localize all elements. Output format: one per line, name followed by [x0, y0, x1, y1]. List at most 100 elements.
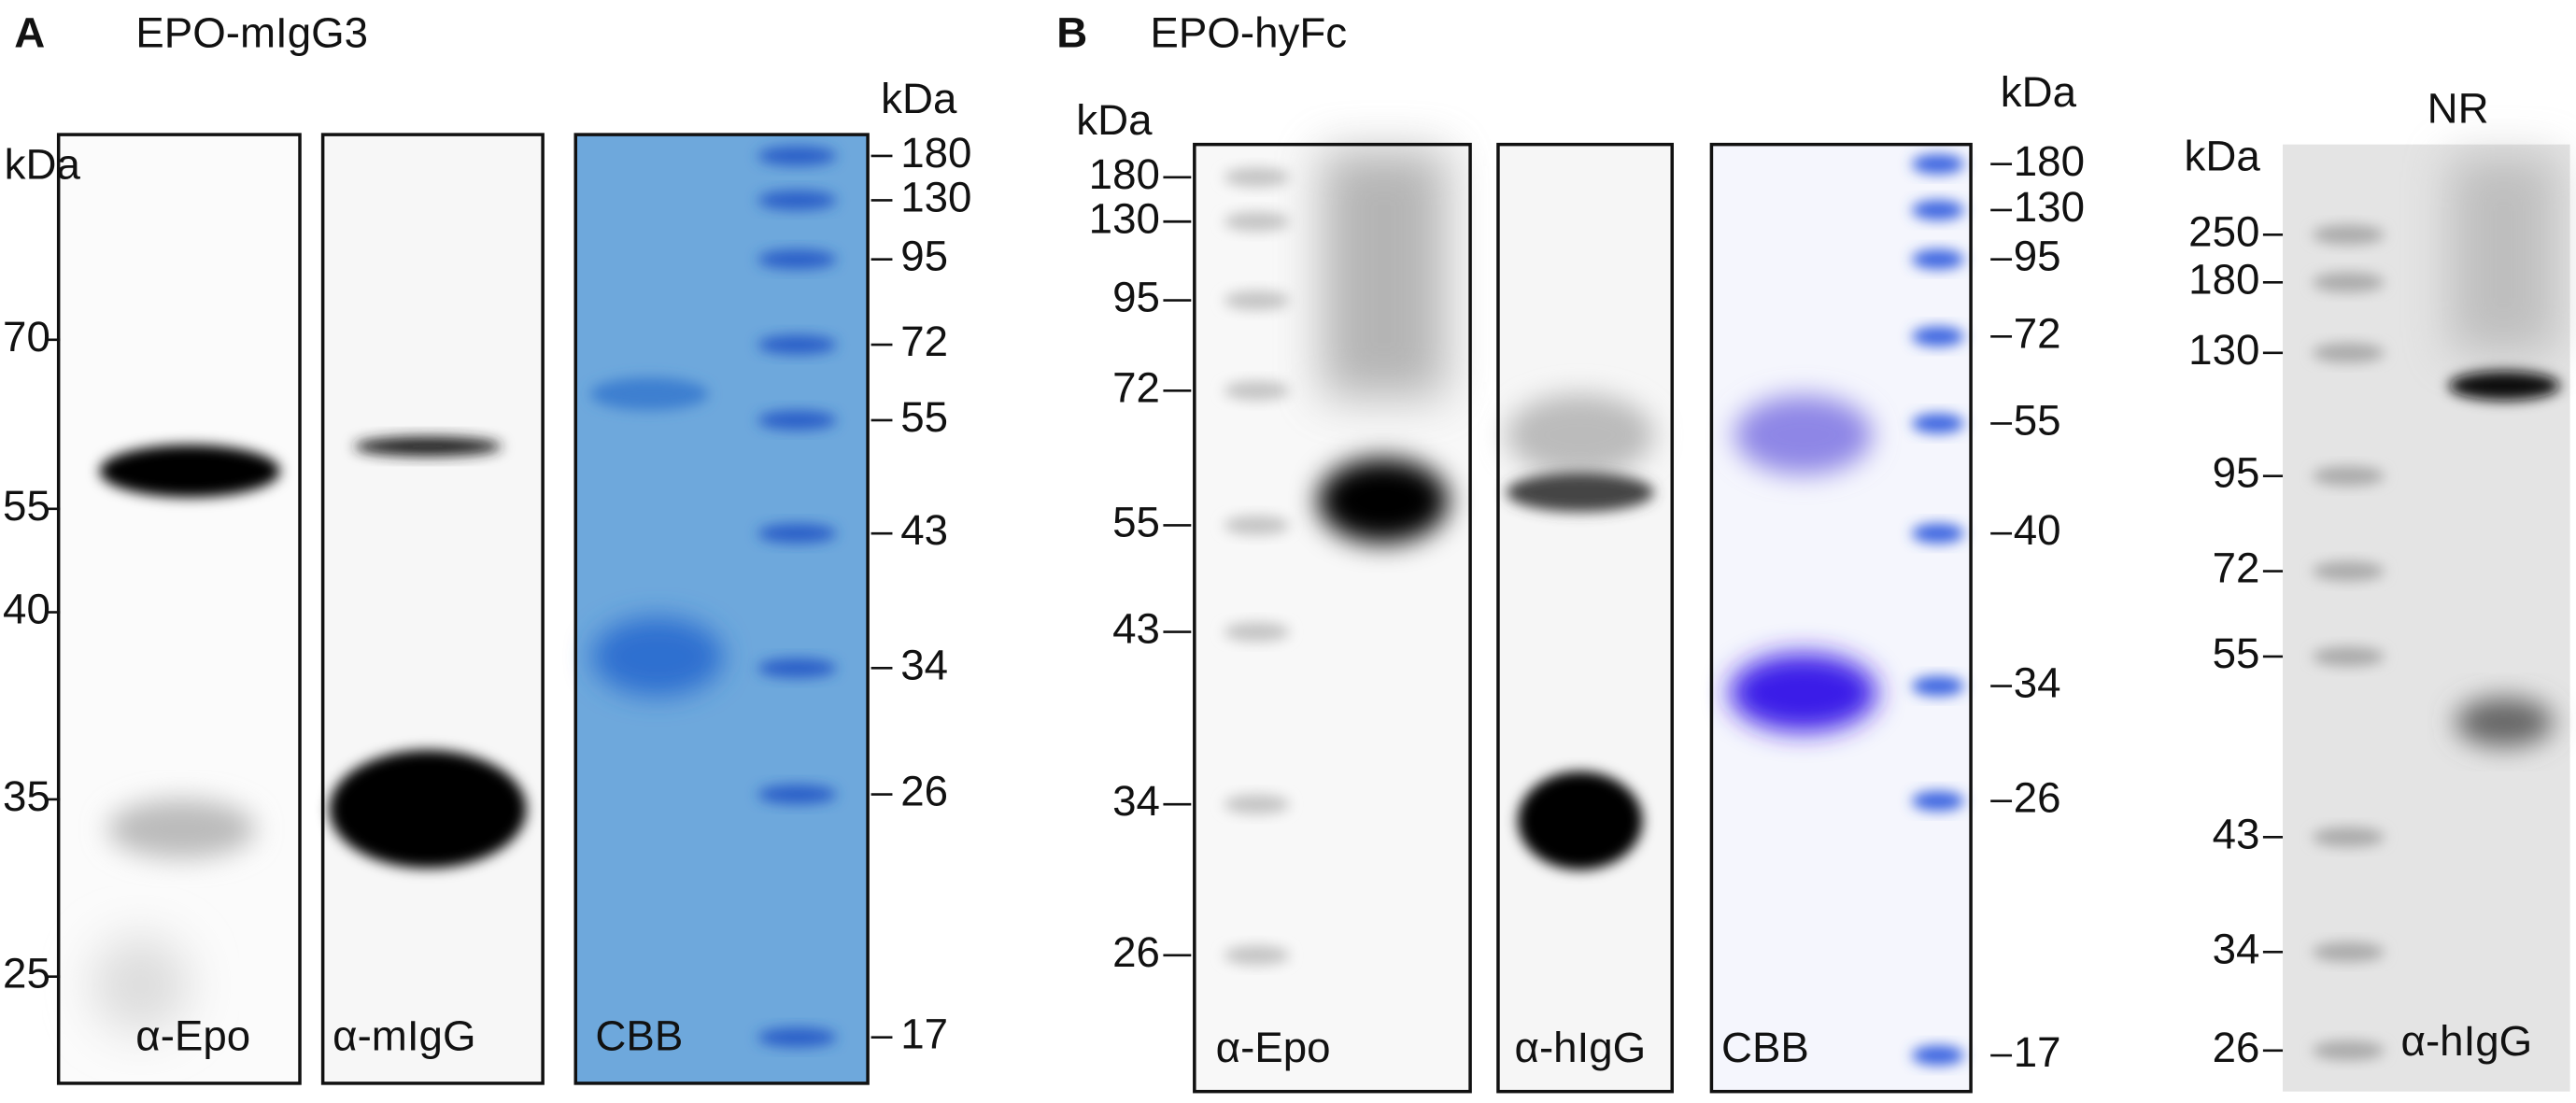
- band: [107, 799, 256, 859]
- ladder-band: [2312, 561, 2385, 582]
- smear: [1506, 393, 1654, 476]
- ladder-band: [1224, 945, 1290, 966]
- blot: [322, 134, 544, 1083]
- marker-label: 34: [2014, 659, 2061, 707]
- marker-label: 72: [1112, 363, 1160, 411]
- band: [591, 616, 724, 697]
- marker-label: 130: [1089, 194, 1160, 242]
- marker-label: 130: [2014, 183, 2085, 231]
- ladder-band: [2312, 224, 2385, 245]
- band: [354, 436, 502, 457]
- marker-label: 180: [900, 129, 971, 177]
- lane-label: CBB: [595, 1012, 683, 1060]
- labels: A EPO-mIgG3kDa7055403525kDa18013095725543…: [3, 9, 2532, 1076]
- ladder-band: [2312, 1040, 2385, 1061]
- band: [1729, 653, 1877, 732]
- ladder-band: [1224, 290, 1290, 311]
- ladder-band: [757, 523, 837, 544]
- ladder-band: [1911, 413, 1965, 433]
- band: [99, 445, 280, 498]
- ladder-band: [2312, 827, 2385, 847]
- ladder-band: [1911, 154, 1965, 175]
- marker-label: 40: [3, 586, 50, 633]
- marker-label: 72: [2213, 544, 2260, 592]
- ladder-band: [757, 658, 837, 678]
- blot: [58, 134, 301, 1083]
- ladder-band: [1911, 326, 1965, 346]
- marker-label: 180: [1089, 150, 1160, 198]
- band: [1506, 473, 1654, 513]
- lane-label: α-hIgG: [2401, 1017, 2533, 1065]
- ladder-band: [2312, 272, 2385, 292]
- ladder-band: [1224, 515, 1290, 535]
- ladder-band: [757, 410, 837, 431]
- lane-label: CBB: [1721, 1024, 1809, 1071]
- ladder-band: [1911, 791, 1965, 812]
- marker-label: 34: [1112, 777, 1160, 825]
- smear: [1322, 150, 1446, 398]
- band: [590, 377, 709, 411]
- blot: [1497, 144, 1673, 1092]
- blot: [1711, 144, 1972, 1092]
- marker-label: 26: [2014, 774, 2061, 822]
- ladder: [1224, 167, 1290, 966]
- blot: [575, 134, 869, 1083]
- ladder-band: [2312, 646, 2385, 667]
- blot-frame: [1496, 142, 1674, 1094]
- marker-label: 34: [2213, 925, 2260, 972]
- blot-frame: [320, 133, 545, 1085]
- marker-label: 70: [3, 313, 50, 361]
- band: [329, 750, 527, 869]
- marker-label: 35: [3, 772, 50, 820]
- ladder-band: [1911, 200, 1965, 220]
- marker-label: 95: [2014, 233, 2061, 280]
- marker-label: 26: [1112, 928, 1160, 976]
- marker-label: 95: [1112, 274, 1160, 321]
- blot-frame: [1709, 142, 1973, 1094]
- marker-label: 43: [1112, 605, 1160, 653]
- ladder-band: [1224, 622, 1290, 643]
- marker-label: 72: [2014, 309, 2061, 357]
- ladder-band: [1911, 1045, 1965, 1066]
- unit-label: kDa: [881, 75, 957, 122]
- marker-label: 95: [900, 233, 948, 280]
- ladder: [2312, 224, 2385, 1061]
- ladder-band: [757, 1027, 837, 1048]
- ladder-band: [757, 785, 837, 805]
- marker-label: 180: [2188, 255, 2259, 303]
- ladder-band: [1911, 249, 1965, 270]
- smear: [91, 935, 191, 1035]
- marker-label: 40: [2014, 506, 2061, 554]
- marker-label: 180: [2014, 137, 2085, 185]
- panel-title: EPO-mIgG3: [135, 9, 368, 57]
- smear: [2450, 155, 2557, 353]
- marker-label: 130: [900, 173, 971, 220]
- ladder-band: [757, 146, 837, 166]
- marker-label: 25: [3, 950, 50, 997]
- ladder-band: [1224, 794, 1290, 814]
- ladder-band: [1224, 211, 1290, 232]
- marker-label: 26: [2213, 1024, 2260, 1071]
- marker-label: 55: [1112, 498, 1160, 545]
- ladder-band: [757, 334, 837, 355]
- marker-label: 43: [2213, 810, 2260, 857]
- lane-header: NR: [2427, 85, 2489, 133]
- marker-label: 26: [900, 768, 948, 815]
- lane-label: α-hIgG: [1515, 1024, 1647, 1071]
- unit-label: kDa: [5, 140, 81, 188]
- ladder-band: [757, 190, 837, 210]
- ladder-band: [757, 249, 837, 270]
- marker-label: 55: [2014, 396, 2061, 444]
- marker-label: 43: [900, 506, 948, 554]
- band: [2455, 697, 2554, 747]
- ladder: [757, 146, 837, 1048]
- band: [1734, 395, 1873, 474]
- blot-frame: [1193, 142, 1472, 1094]
- marker-label: 17: [900, 1011, 948, 1058]
- lane-label: α-mIgG: [333, 1012, 475, 1060]
- ladder-band: [1224, 380, 1290, 401]
- ladder-band: [1911, 523, 1965, 544]
- band: [1317, 458, 1450, 544]
